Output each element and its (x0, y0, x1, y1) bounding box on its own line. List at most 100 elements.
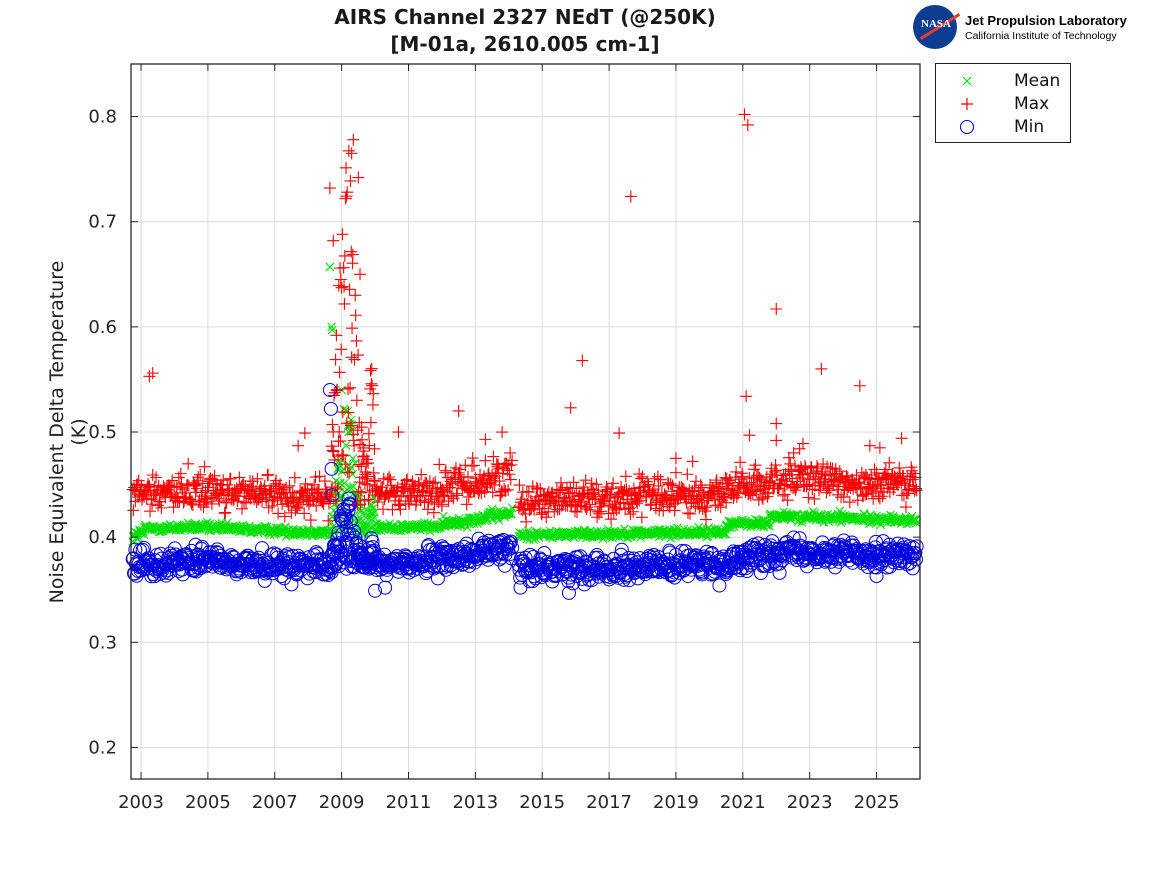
data-point (754, 473, 767, 486)
x-tick-label: 2013 (452, 792, 498, 813)
data-point (796, 468, 809, 481)
data-point (356, 433, 369, 446)
outlier-point (143, 370, 156, 383)
data-point (227, 492, 240, 505)
data-point (677, 483, 690, 496)
data-point (276, 483, 289, 496)
data-point (345, 527, 360, 542)
data-point (155, 501, 168, 514)
data-point (721, 529, 731, 539)
outlier-point (740, 390, 753, 403)
data-point (912, 518, 922, 528)
outlier-point (347, 133, 360, 146)
data-point (198, 493, 211, 506)
data-point (614, 547, 629, 562)
data-point (633, 494, 646, 507)
data-point (346, 482, 355, 492)
data-point (318, 475, 331, 488)
data-point (466, 452, 479, 465)
data-point (883, 456, 896, 469)
outlier-point (345, 147, 358, 160)
y-tick-label: 0.5 (88, 422, 117, 443)
data-point (294, 493, 307, 506)
circle-marker-icon (959, 119, 975, 135)
data-point (627, 482, 640, 495)
data-point (560, 481, 573, 494)
data-point (479, 454, 492, 467)
data-point (798, 459, 811, 472)
data-point (215, 486, 228, 499)
data-point (831, 488, 844, 501)
data-point (335, 343, 348, 356)
data-point (339, 458, 352, 471)
data-point (257, 488, 270, 501)
data-point (473, 484, 486, 497)
data-point (251, 472, 264, 485)
data-point (362, 457, 375, 470)
data-point (660, 552, 675, 567)
data-point (352, 485, 365, 498)
outlier-point (613, 427, 626, 440)
data-point (135, 479, 148, 492)
data-point (632, 489, 645, 502)
data-point (493, 475, 506, 488)
data-point (562, 487, 575, 500)
data-point (764, 518, 774, 527)
data-point (708, 492, 721, 505)
data-point (363, 439, 376, 452)
outlier-point (564, 401, 577, 414)
data-point (669, 466, 682, 479)
outlier-point (298, 427, 311, 440)
data-point (342, 406, 355, 419)
data-point (150, 471, 163, 484)
data-point (843, 496, 856, 509)
data-point (416, 486, 429, 499)
data-point (368, 475, 381, 488)
data-point (515, 493, 528, 506)
outlier-point (325, 488, 340, 503)
data-point (292, 496, 305, 509)
data-marks (125, 108, 924, 600)
data-point (675, 481, 688, 494)
data-point (352, 349, 365, 362)
data-point (899, 501, 912, 514)
data-point (570, 482, 583, 495)
data-point (346, 322, 359, 335)
data-point (262, 501, 275, 514)
data-point (893, 467, 906, 480)
data-point (478, 485, 491, 498)
data-point (202, 481, 215, 494)
data-point (554, 476, 567, 489)
data-point (599, 485, 612, 498)
data-point (662, 545, 677, 560)
data-point (700, 513, 713, 526)
data-point (502, 483, 515, 496)
legend-item-mean: Mean (936, 70, 1070, 92)
data-point (584, 504, 597, 517)
data-point (579, 474, 592, 487)
data-point (664, 477, 677, 490)
data-point (233, 471, 246, 484)
data-point (343, 466, 356, 479)
grid-lines (131, 64, 920, 779)
outlier-point (738, 108, 751, 121)
data-point (520, 485, 533, 498)
data-point (219, 506, 232, 519)
data-point (790, 481, 803, 494)
data-point (537, 545, 552, 560)
data-point (342, 382, 355, 395)
data-point (910, 484, 923, 497)
data-point (364, 364, 377, 377)
data-point (566, 495, 579, 508)
data-point (313, 470, 326, 483)
data-point (908, 545, 923, 560)
data-point (423, 475, 436, 488)
data-point (597, 495, 610, 508)
data-point (371, 496, 384, 509)
data-point (585, 477, 598, 490)
data-point (603, 499, 616, 512)
outlier-point (324, 461, 339, 476)
outlier-point (322, 382, 337, 397)
data-point (575, 571, 590, 586)
data-point (602, 507, 615, 520)
